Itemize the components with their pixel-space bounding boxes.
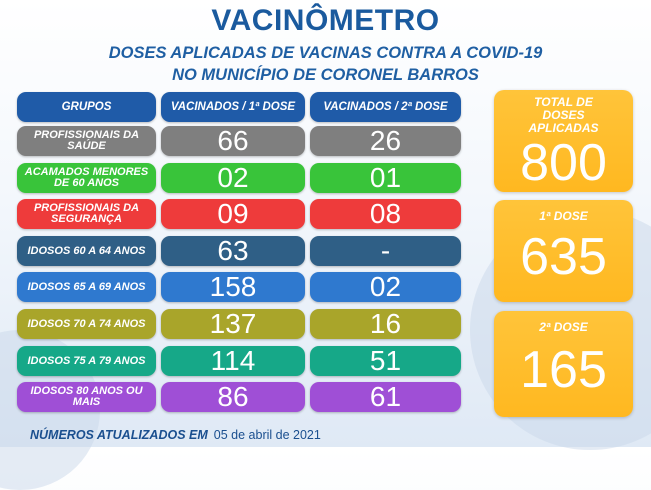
first-dose-value: 635 [520,228,607,286]
row-dose1-value: 02 [161,162,305,193]
row-dose2-value: 16 [310,308,461,339]
total-doses-label: TOTAL DE DOSES APLICADAS [528,95,599,135]
second-dose-card: 2ª DOSE 165 [494,311,633,417]
row-dose2-value: 61 [310,381,461,412]
row-group-label: ACAMADOS MENORES DE 60 ANOS [17,163,156,193]
row-group-label: IDOSOS 75 A 79 ANOS [17,346,156,376]
row-dose2-value: 08 [310,198,461,229]
row-group-label: IDOSOS 60 A 64 ANOS [17,236,156,266]
row-group-label: IDOSOS 70 A 74 ANOS [17,309,156,339]
row-group-label: PROFISSIONAIS DA SAÚDE [17,126,156,156]
header-dose1: VACINADOS / 1ª DOSE [161,92,305,122]
footer-label: NÚMEROS ATUALIZADOS EM [30,428,208,442]
footer: NÚMEROS ATUALIZADOS EM 05 de abril de 202… [30,428,321,442]
row-dose1-value: 114 [161,345,305,376]
page-subtitle-line1: DOSES APLICADAS DE VACINAS CONTRA A COVI… [108,44,543,62]
row-dose1-value: 63 [161,235,305,266]
second-dose-value: 165 [520,341,607,399]
row-dose2-value: 26 [310,125,461,156]
second-dose-label: 2ª DOSE [539,320,588,334]
row-group-label: IDOSOS 80 ANOS OU MAIS [17,382,156,412]
row-dose1-value: 86 [161,381,305,412]
row-group-label: PROFISSIONAIS DA SEGURANÇA [17,199,156,229]
row-dose1-value: 137 [161,308,305,339]
total-doses-card: TOTAL DE DOSES APLICADAS 800 [494,90,633,192]
page-title: VACINÔMETRO [211,4,440,37]
row-dose1-value: 66 [161,125,305,156]
first-dose-label: 1ª DOSE [539,209,588,223]
total-doses-value: 800 [520,134,607,192]
row-dose1-value: 09 [161,198,305,229]
header-groups: GRUPOS [17,92,156,122]
row-group-label: IDOSOS 65 A 69 ANOS [17,272,156,302]
header-dose2: VACINADOS / 2ª DOSE [310,92,461,122]
row-dose2-value: 02 [310,271,461,302]
row-dose2-value: 51 [310,345,461,376]
footer-date: 05 de abril de 2021 [213,428,321,442]
row-dose1-value: 158 [161,271,305,302]
page-subtitle-line2: NO MUNICÍPIO DE CORONEL BARROS [172,66,479,84]
row-dose2-value: 01 [310,162,461,193]
row-dose2-value: - [310,235,461,266]
first-dose-card: 1ª DOSE 635 [494,200,633,302]
